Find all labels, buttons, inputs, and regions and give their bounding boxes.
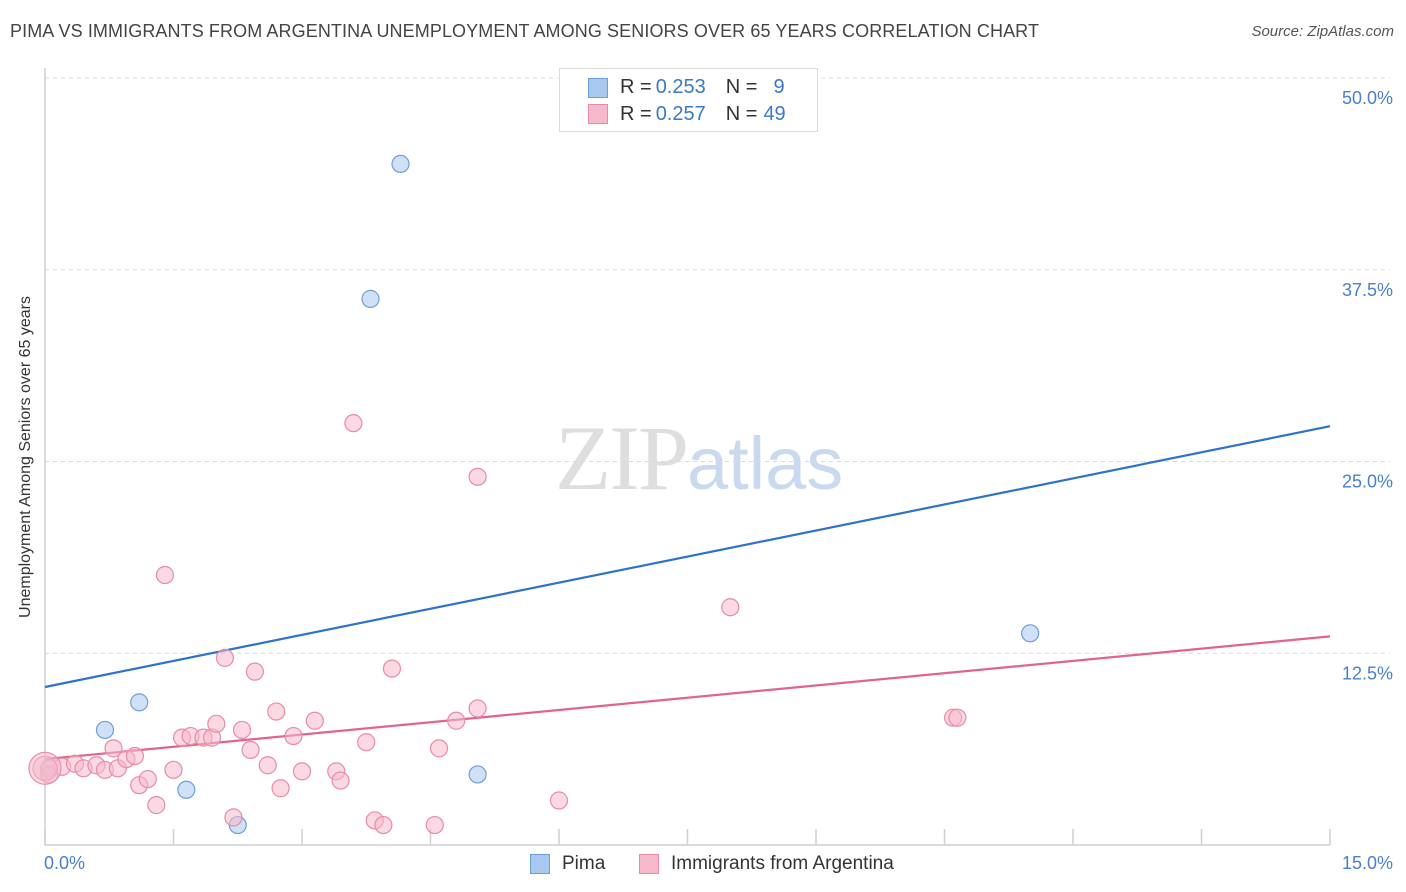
argentina-point xyxy=(125,746,145,766)
grid-lines xyxy=(45,77,1390,654)
argentina-point xyxy=(331,771,350,790)
pima-n-label: N = xyxy=(725,75,758,98)
y-tick-label: 25.0% xyxy=(1342,472,1393,492)
legend-label-pima: Pima xyxy=(562,853,606,874)
argentina-point xyxy=(207,714,226,733)
pima-point xyxy=(1021,624,1040,643)
argentina-point xyxy=(271,779,290,798)
x-tick-label: 15.0% xyxy=(1342,853,1393,873)
argentina-point xyxy=(241,740,260,759)
argentina-point xyxy=(344,414,363,433)
argentina-point xyxy=(284,726,303,746)
pima-point xyxy=(468,765,487,784)
argentina-point xyxy=(292,762,312,781)
argentina-swatch xyxy=(639,854,659,874)
pima-point xyxy=(361,289,380,308)
correlation-legend: R = 0.253 N = 9 R = 0.257 N = 49 xyxy=(559,68,818,132)
argentina-point xyxy=(164,760,183,779)
argentina-point xyxy=(147,796,166,815)
argentina-point xyxy=(357,733,376,752)
y-tick-label: 12.5% xyxy=(1342,663,1393,683)
legend-item-argentina: Immigrants from Argentina xyxy=(639,853,894,875)
legend-item-pima: Pima xyxy=(530,853,605,875)
argentina-point xyxy=(721,598,740,617)
argentina-r-value: 0.257 xyxy=(655,102,706,125)
pima-point xyxy=(177,780,196,799)
argentina-legend-row: R = 0.257 N = 49 xyxy=(620,101,786,127)
pima-point xyxy=(391,154,410,174)
argentina-point xyxy=(138,769,157,789)
pima-n-value: 9 xyxy=(773,75,785,98)
watermark-atlas: atlas xyxy=(687,422,844,505)
argentina-point xyxy=(215,648,234,667)
argentina-point xyxy=(224,808,243,827)
pima-trend-line xyxy=(44,425,1331,689)
argentina-point xyxy=(104,739,123,758)
argentina-point xyxy=(258,756,277,775)
argentina-point xyxy=(305,711,324,730)
y-tick-label: 37.5% xyxy=(1342,280,1393,300)
watermark: ZIPatlas xyxy=(555,405,843,511)
pima-swatch xyxy=(530,854,550,874)
argentina-point xyxy=(948,708,967,727)
trend-lines xyxy=(44,425,1331,761)
argentina-point xyxy=(382,659,402,678)
pima-r-value: 0.253 xyxy=(655,75,706,98)
argentina-point xyxy=(549,791,569,810)
y-tick-label: 50.0% xyxy=(1342,88,1393,108)
pima-legend-swatch xyxy=(588,78,608,98)
tick-labels: 12.5% 25.0% 37.5% 50.0% 0.0% 15.0% xyxy=(44,88,1393,873)
argentina-point xyxy=(232,720,252,740)
chart-title: PIMA VS IMMIGRANTS FROM ARGENTINA UNEMPL… xyxy=(10,21,1040,41)
argentina-point xyxy=(374,815,393,835)
argentina-point xyxy=(245,662,264,681)
argentina-n-label: N = xyxy=(725,102,758,125)
pima-legend-row: R = 0.253 N = 9 xyxy=(620,74,785,100)
argentina-r-label: R = xyxy=(620,102,652,125)
argentina-point xyxy=(429,739,449,758)
axes xyxy=(44,68,1331,846)
pima-r-label: R = xyxy=(620,75,652,98)
argentina-legend-swatch xyxy=(588,104,608,124)
argentina-n-value: 49 xyxy=(763,102,786,125)
argentina-point xyxy=(28,751,62,785)
argentina-point xyxy=(155,565,175,585)
argentina-point xyxy=(267,702,286,721)
source-label: Source: ZipAtlas.com xyxy=(1251,23,1394,40)
argentina-point xyxy=(468,467,487,486)
argentina-point xyxy=(468,699,487,718)
argentina-trend-line xyxy=(44,635,1331,761)
series-legend: Pima Immigrants from Argentina xyxy=(0,851,1406,877)
argentina-point xyxy=(447,711,466,730)
pima-point xyxy=(130,693,149,712)
data-points xyxy=(28,154,1040,835)
argentina-point xyxy=(425,815,444,835)
pima-point xyxy=(95,720,115,740)
legend-label-argentina: Immigrants from Argentina xyxy=(671,853,894,874)
x-tick-label: 0.0% xyxy=(44,853,85,873)
watermark-zip: ZIP xyxy=(555,407,689,509)
